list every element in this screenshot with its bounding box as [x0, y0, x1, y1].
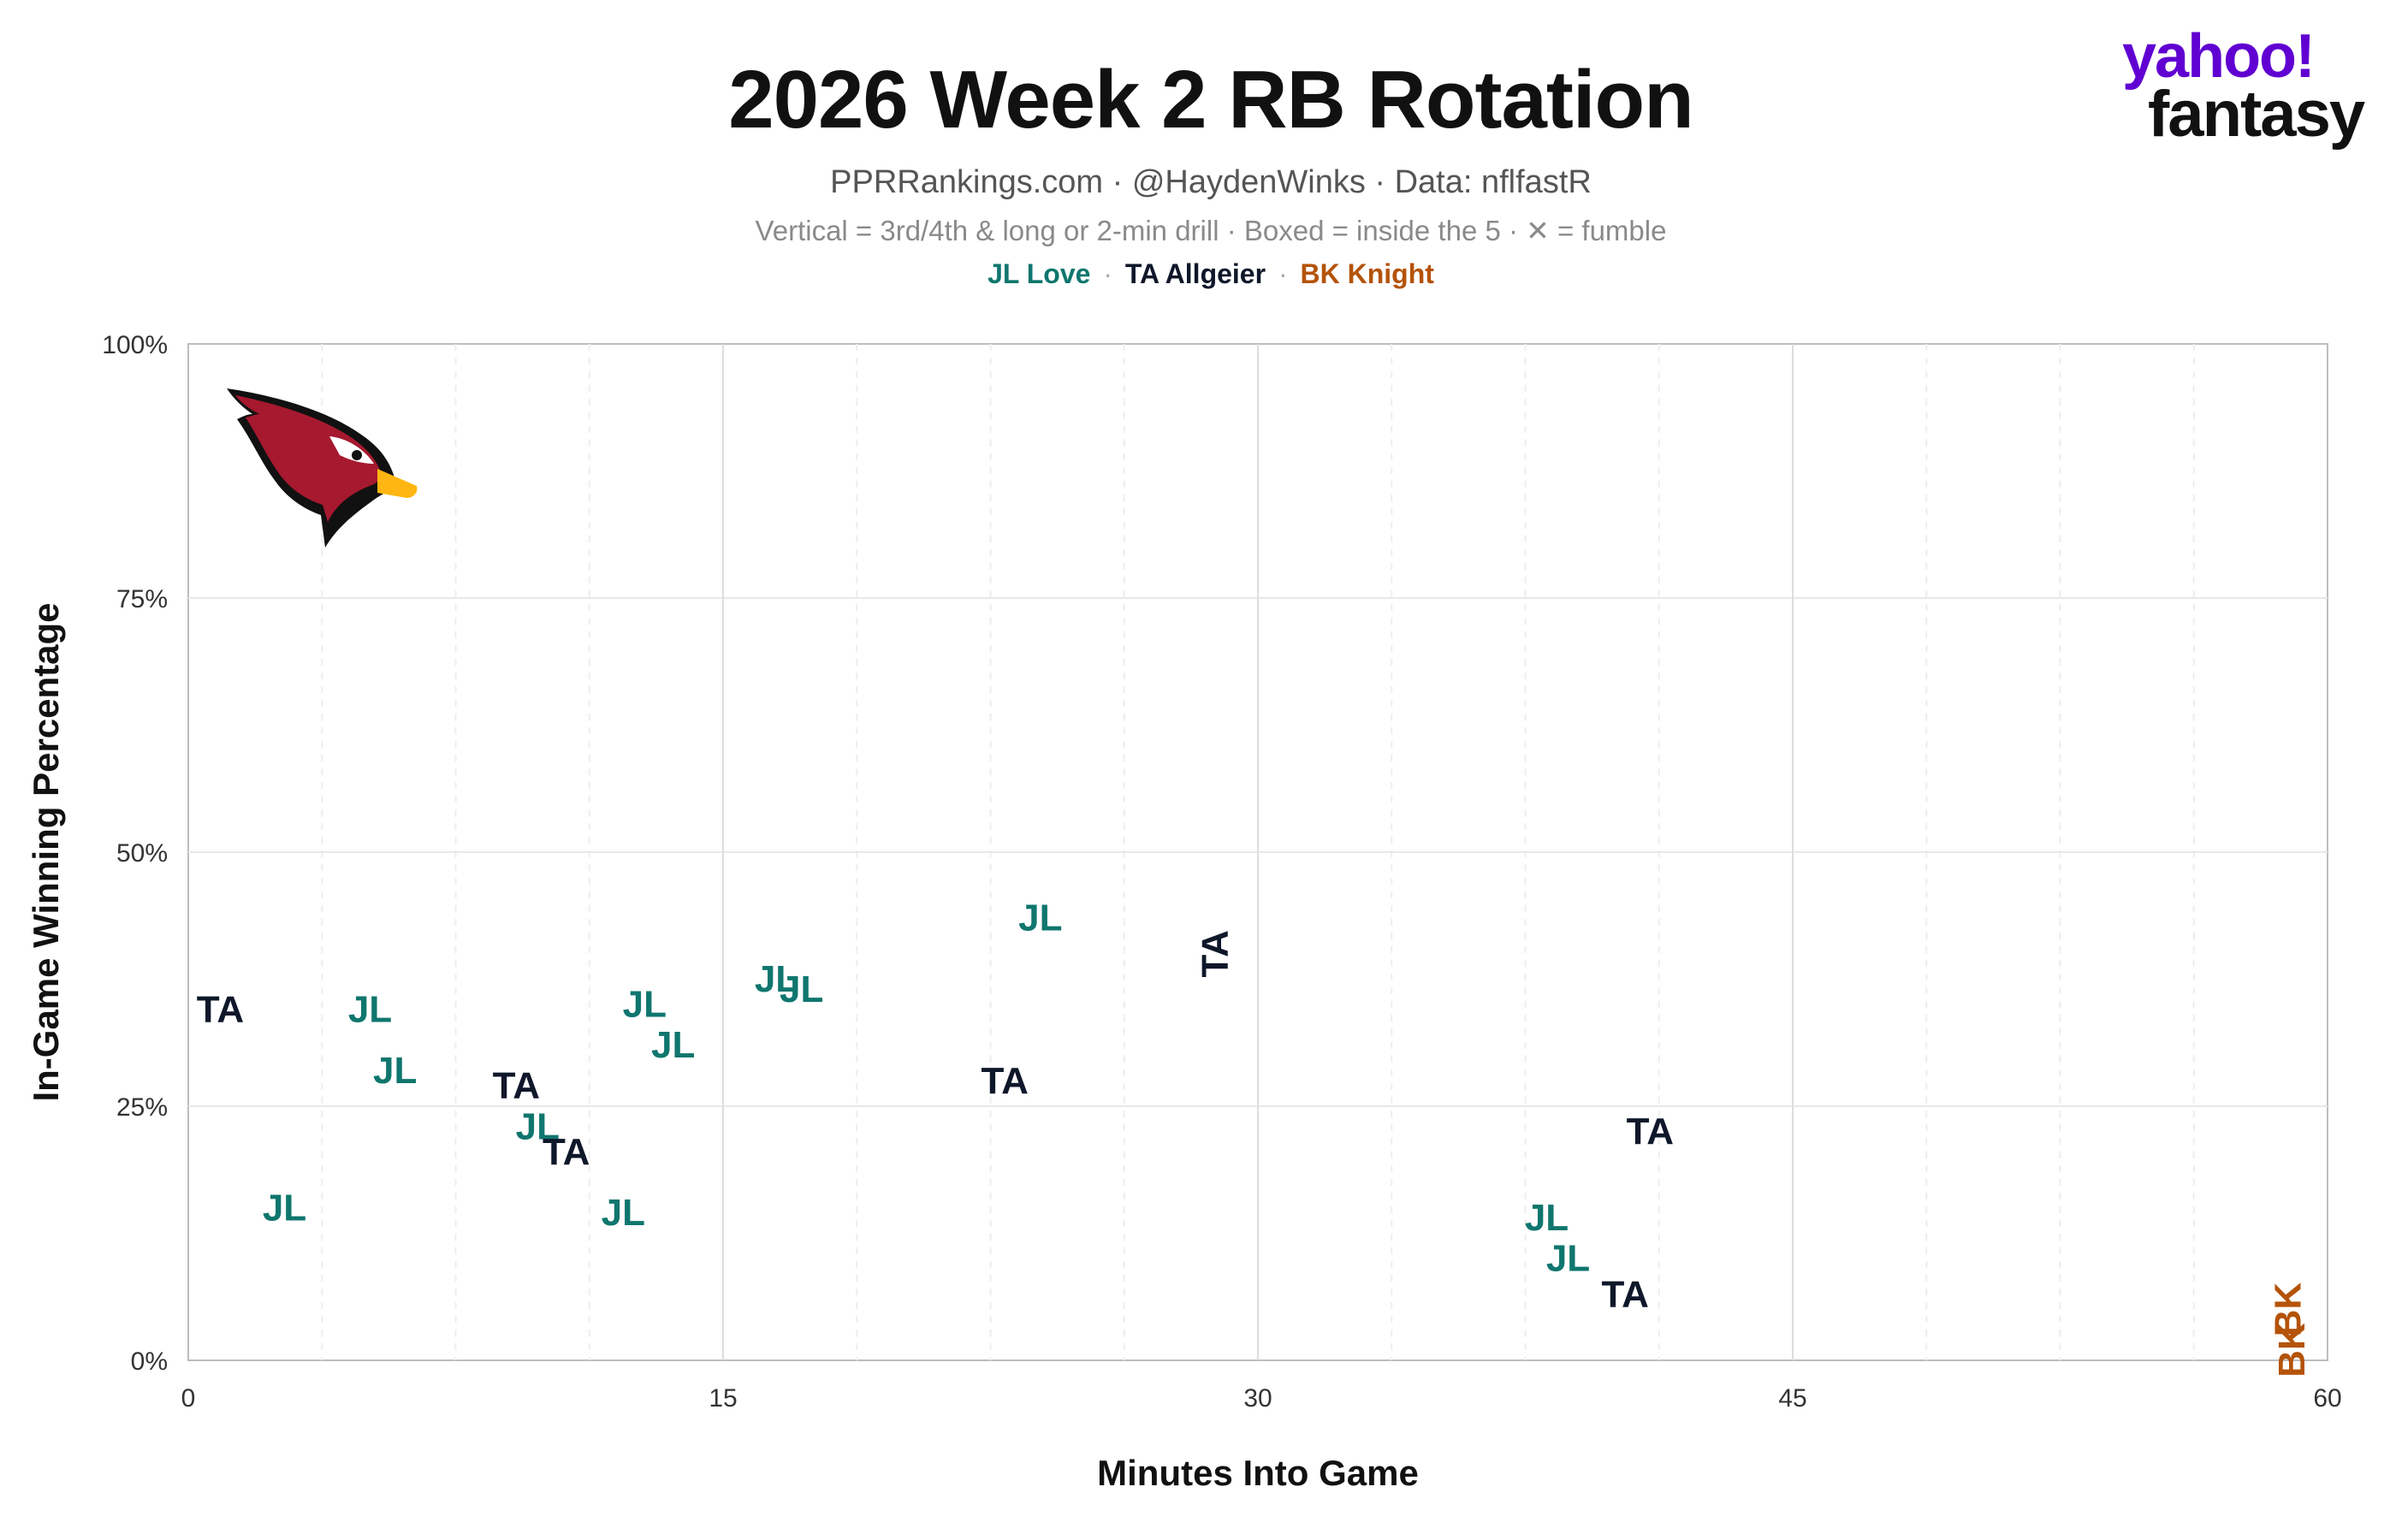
- gridlines: [188, 344, 2328, 1360]
- y-tick-label: 100%: [102, 331, 168, 359]
- x-tick-label: 60: [2313, 1384, 2341, 1413]
- legend-item-bk-knight: BK Knight: [1300, 258, 1434, 289]
- y-tick-label: 50%: [116, 839, 168, 868]
- legend: JL Love · TA Allgeier · BK Knight: [0, 258, 2396, 290]
- point-ta: TA: [197, 989, 244, 1031]
- point-jl: JL: [780, 968, 823, 1010]
- point-jl: JL: [755, 958, 798, 1000]
- legend-separator: ·: [1103, 258, 1112, 289]
- brand-line-1: yahoo!: [2122, 22, 2316, 91]
- x-tick-label: 15: [709, 1384, 737, 1413]
- point-jl: JL: [623, 984, 667, 1026]
- yahoo-fantasy-logo: yahoo! fantasy: [2114, 26, 2387, 147]
- data-marks: JLJLJLJLJLJLJLJLJLJLJLJLTATATATATATATABK…: [197, 897, 2313, 1377]
- legend-item-jl-love: JL Love: [987, 258, 1091, 289]
- y-tick-label: 25%: [116, 1093, 168, 1122]
- cardinal-bird-icon: [227, 388, 418, 548]
- subtitle: PPRRankings.com · @HaydenWinks · Data: n…: [830, 164, 1592, 200]
- brand-line-2: fantasy: [2148, 78, 2365, 151]
- point-jl: JL: [516, 1105, 560, 1147]
- point-ta: TA: [493, 1065, 540, 1107]
- point-jl: JL: [651, 1024, 695, 1066]
- point-jl: JL: [602, 1192, 645, 1234]
- point-jl: JL: [1018, 897, 1062, 939]
- legend-separator: ·: [1278, 258, 1288, 289]
- point-bk: BK: [2268, 1282, 2310, 1337]
- axis-ticks: 0 15 30 45 60 0% 25% 50% 75% 100%: [102, 331, 2341, 1413]
- point-ta: TA: [1195, 930, 1237, 977]
- point-jl: JL: [348, 989, 392, 1031]
- point-jl: JL: [1525, 1197, 1569, 1239]
- page-title: 2026 Week 2 RB Rotation: [728, 54, 1694, 145]
- y-tick-label: 0%: [131, 1348, 168, 1376]
- point-bk: BK: [2271, 1323, 2313, 1377]
- x-axis-label: Minutes Into Game: [1097, 1453, 1419, 1493]
- y-tick-label: 75%: [116, 585, 168, 613]
- encoding-note: Vertical = 3rd/4th & long or 2-min drill…: [755, 215, 1667, 246]
- point-ta: TA: [1601, 1273, 1648, 1315]
- x-tick-label: 45: [1778, 1384, 1806, 1413]
- point-ta: TA: [543, 1131, 590, 1173]
- x-tick-label: 0: [181, 1384, 196, 1413]
- point-jl: JL: [373, 1050, 417, 1092]
- point-jl: JL: [263, 1187, 306, 1229]
- point-ta: TA: [1627, 1111, 1674, 1152]
- y-axis-label: In-Game Winning Percentage: [26, 602, 66, 1101]
- point-jl: JL: [1546, 1238, 1590, 1280]
- x-tick-label: 30: [1243, 1384, 1272, 1413]
- legend-item-ta-allgeier: TA Allgeier: [1124, 258, 1266, 289]
- point-ta: TA: [981, 1060, 1028, 1102]
